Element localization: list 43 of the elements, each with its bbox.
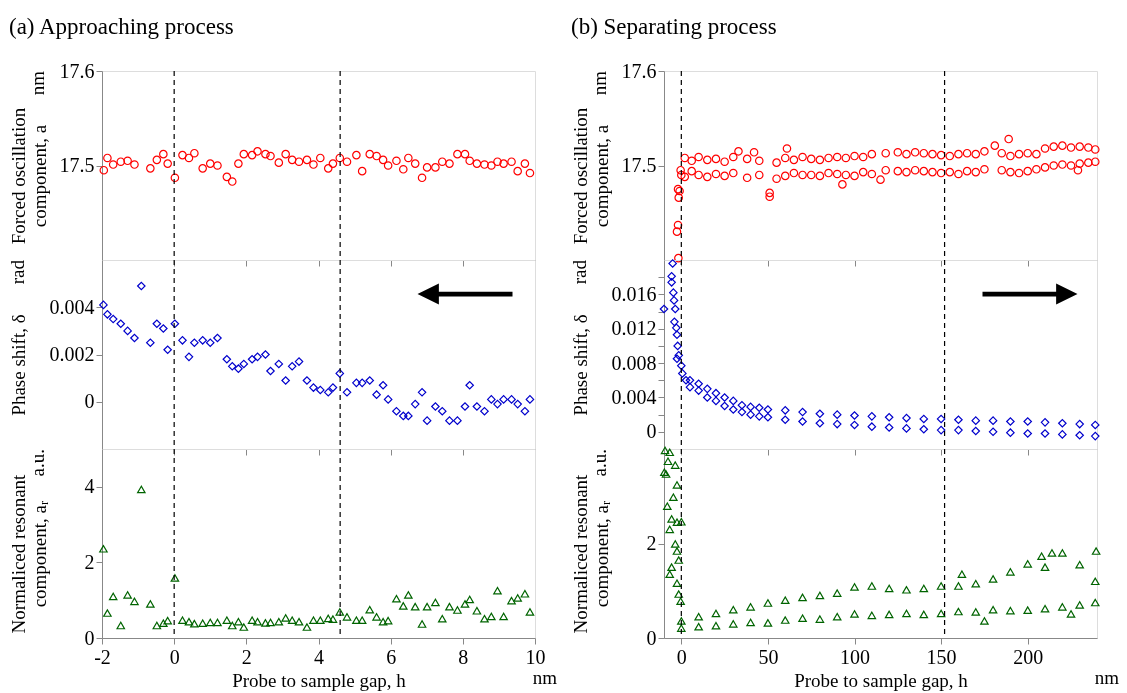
y-tick-label: 17.6	[59, 59, 95, 82]
y-tick-label: 0	[84, 626, 95, 649]
x-axis-title: Probe to sample gap, h	[232, 669, 407, 691]
text: nm	[27, 70, 48, 96]
y-tick-label: 17.5	[621, 154, 657, 176]
y-tick-label: 17.6	[621, 59, 657, 82]
x-tick-label: 10	[525, 645, 546, 668]
y-tick-label: 2	[646, 532, 657, 554]
y-tick-label: 0.004	[611, 385, 657, 408]
text: nm	[532, 667, 558, 688]
x-tick-label: 100	[840, 645, 871, 668]
x-tick-label: 0	[676, 645, 687, 668]
x-tick-label: 200	[1013, 645, 1044, 668]
text: rad	[7, 259, 28, 285]
y-axis-title: Phase shift, δ	[7, 314, 29, 416]
y-tick-label: 0.012	[611, 317, 657, 340]
y-tick-label: 17.5	[59, 154, 95, 176]
y-tick-label: 2	[84, 550, 95, 573]
text: nm	[1094, 667, 1120, 688]
y-tick-label: 0	[84, 390, 95, 413]
x-tick-label: 2	[241, 645, 252, 668]
x-tick-label: -2	[94, 645, 111, 668]
x-tick-label: 6	[386, 645, 397, 668]
x-axis-title: Probe to sample gap, h	[794, 669, 969, 691]
x-tick-label: 4	[314, 645, 324, 668]
y-axis-title: Phase shift, δ	[569, 314, 591, 416]
y-tick-label: 0.008	[611, 351, 657, 374]
x-tick-label: 0	[169, 645, 180, 668]
x-tick-label: 8	[458, 645, 469, 668]
y-axis-title: Forced oscillation component, a	[569, 107, 612, 245]
text: rad	[569, 259, 590, 285]
y-tick-label: 0.002	[49, 343, 95, 365]
x-tick-label: 50	[758, 645, 779, 668]
chart-title: (a) Approaching process	[9, 14, 234, 39]
text: nm	[589, 70, 610, 96]
y-axis-title: Forced oscillation component, a	[7, 107, 50, 245]
y-tick-label: 0	[646, 626, 657, 649]
x-tick-label: 150	[926, 645, 957, 668]
y-tick-label: 0.004	[49, 295, 95, 318]
chart-title: (b) Separating process	[571, 14, 777, 39]
y-tick-label: 0.016	[611, 282, 657, 305]
y-tick-label: 4	[84, 475, 95, 498]
y-tick-label: 0	[646, 420, 657, 443]
